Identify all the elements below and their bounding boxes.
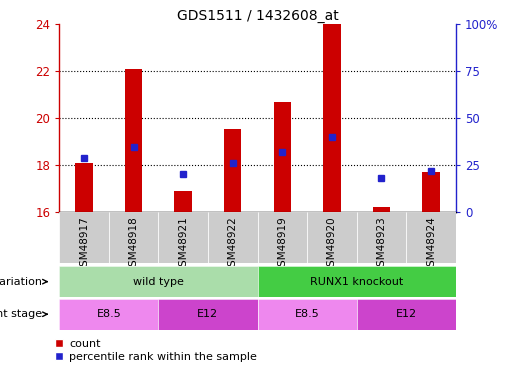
Text: genotype/variation: genotype/variation [0, 277, 42, 286]
Text: GSM48919: GSM48919 [277, 216, 287, 273]
Bar [273, 102, 291, 212]
Bar [406, 212, 456, 262]
Bar [258, 212, 307, 262]
Text: GSM48921: GSM48921 [178, 216, 188, 273]
Text: E8.5: E8.5 [96, 309, 121, 319]
Bar [125, 69, 142, 212]
Text: development stage: development stage [0, 309, 42, 319]
Bar [75, 163, 93, 212]
Bar [208, 212, 258, 262]
Bar [356, 212, 406, 262]
Text: E12: E12 [396, 309, 417, 319]
Bar [159, 212, 208, 262]
Bar [323, 24, 340, 212]
Text: GSM48922: GSM48922 [228, 216, 238, 273]
Text: GSM48917: GSM48917 [79, 216, 89, 273]
Legend: count, percentile rank within the sample: count, percentile rank within the sample [55, 339, 257, 363]
Title: GDS1511 / 1432608_at: GDS1511 / 1432608_at [177, 9, 338, 23]
Bar [373, 207, 390, 212]
Text: E12: E12 [197, 309, 218, 319]
Bar [175, 191, 192, 212]
Bar [307, 212, 356, 262]
Text: RUNX1 knockout: RUNX1 knockout [310, 277, 403, 286]
Bar [109, 212, 159, 262]
Bar [422, 172, 440, 212]
Text: GSM48924: GSM48924 [426, 216, 436, 273]
Bar [224, 129, 242, 212]
Text: GSM48918: GSM48918 [129, 216, 139, 273]
Text: GSM48923: GSM48923 [376, 216, 386, 273]
Text: GSM48920: GSM48920 [327, 216, 337, 273]
Text: E8.5: E8.5 [295, 309, 319, 319]
Bar [59, 212, 109, 262]
Text: wild type: wild type [133, 277, 184, 286]
